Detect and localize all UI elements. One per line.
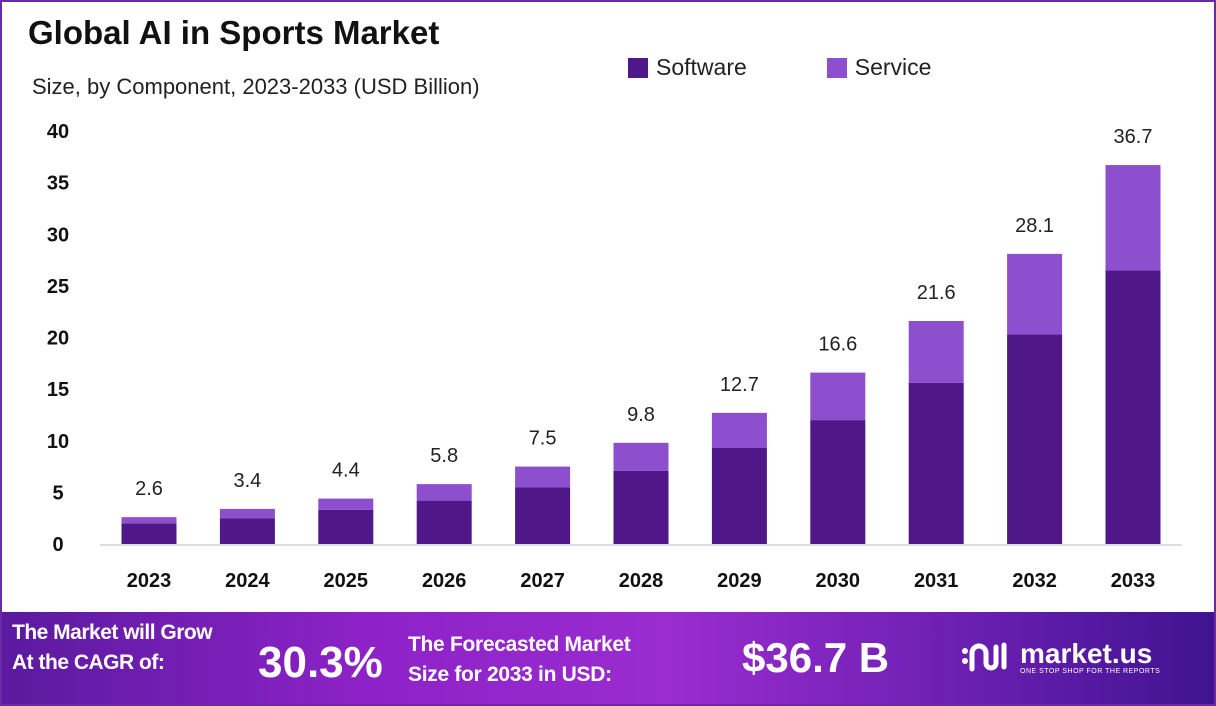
forecast-value: $36.7 B	[742, 634, 890, 681]
bar-software-2025	[318, 509, 374, 544]
bar-software-2029	[711, 447, 767, 544]
legend-swatch-service	[826, 57, 847, 78]
bar-service-2026	[416, 484, 472, 501]
cagr-value: 30.3%	[258, 638, 383, 687]
bar-software-2027	[515, 487, 571, 544]
bar-software-2032	[1007, 334, 1063, 544]
cagr-label-line1: The Market will Grow	[12, 621, 213, 644]
y-tick-label: 40	[47, 121, 69, 143]
forecast-label-line2: Size for 2033 in USD:	[408, 663, 612, 686]
data-label-total: 21.6	[917, 282, 956, 304]
y-tick-label: 25	[47, 276, 69, 298]
y-tick-label: 20	[47, 328, 69, 350]
y-tick-label: 0	[52, 534, 63, 556]
bar-software-2024	[219, 518, 275, 544]
bar-service-2030	[810, 372, 866, 421]
bar-software-2031	[908, 382, 964, 544]
forecast-label: The Forecasted Market Size for 2033 in U…	[408, 630, 631, 690]
data-label-total: 4.4	[332, 460, 360, 482]
bar-chart: 05101520253035402.620233.420244.420255.8…	[47, 121, 1182, 592]
x-tick-label: 2030	[816, 570, 861, 592]
x-tick-label: 2032	[1012, 570, 1057, 592]
data-label-total: 9.8	[627, 404, 655, 426]
data-label-total: 5.8	[430, 445, 458, 467]
data-label-total: 2.6	[135, 478, 163, 500]
cagr-label-line2: At the CAGR of:	[12, 651, 165, 674]
data-label-total: 28.1	[1015, 215, 1054, 237]
bar-service-2032	[1007, 253, 1063, 335]
x-tick-label: 2023	[127, 570, 172, 592]
x-tick-label: 2033	[1111, 570, 1156, 592]
bar-software-2033	[1105, 270, 1161, 544]
x-tick-label: 2029	[717, 570, 762, 592]
y-tick-label: 10	[47, 431, 69, 453]
data-label-total: 16.6	[818, 334, 857, 356]
bar-service-2027	[515, 466, 571, 488]
x-tick-label: 2027	[520, 570, 565, 592]
legend-item-service: Service	[826, 54, 932, 81]
legend: Software Service	[628, 54, 931, 81]
x-tick-label: 2028	[619, 570, 664, 592]
bar-service-2033	[1105, 165, 1161, 271]
data-label-total: 3.4	[233, 470, 261, 492]
forecast-label-line1: The Forecasted Market	[408, 633, 631, 656]
legend-item-software: Software	[628, 54, 747, 81]
y-tick-label: 35	[47, 173, 69, 195]
x-tick-label: 2024	[225, 570, 270, 592]
bar-software-2030	[810, 420, 866, 544]
x-tick-label: 2031	[914, 570, 959, 592]
bar-service-2028	[613, 442, 669, 471]
bar-service-2023	[121, 517, 177, 524]
logo-icon	[962, 642, 1007, 671]
marketus-logo: market.us ONE STOP SHOP FOR THE REPORTS	[960, 638, 1160, 675]
legend-swatch-software	[628, 57, 648, 78]
logo-tagline: ONE STOP SHOP FOR THE REPORTS	[1020, 668, 1161, 675]
y-tick-label: 30	[47, 224, 69, 246]
data-label-total: 7.5	[529, 428, 557, 450]
cagr-label: The Market will Grow At the CAGR of:	[12, 618, 213, 678]
logo-name: market.us	[1020, 638, 1153, 669]
x-tick-label: 2025	[324, 570, 369, 592]
bar-service-2025	[318, 498, 374, 510]
bar-service-2024	[219, 508, 275, 519]
bar-software-2026	[416, 500, 472, 544]
y-tick-label: 15	[47, 379, 69, 401]
x-tick-label: 2026	[422, 570, 467, 592]
bar-software-2023	[121, 523, 177, 544]
bar-service-2031	[908, 320, 964, 383]
chart-subtitle: Size, by Component, 2023-2033 (USD Billi…	[32, 74, 480, 99]
bar-software-2028	[613, 470, 669, 544]
data-label-total: 12.7	[720, 374, 759, 396]
bar-service-2029	[711, 412, 767, 448]
chart-title: Global AI in Sports Market	[28, 14, 440, 51]
footer-banner: The Market will Grow At the CAGR of: 30.…	[0, 612, 1216, 706]
data-label-total: 36.7	[1114, 126, 1153, 148]
legend-label-software: Software	[656, 54, 747, 80]
legend-label-service: Service	[854, 54, 932, 80]
y-tick-label: 5	[52, 482, 63, 504]
